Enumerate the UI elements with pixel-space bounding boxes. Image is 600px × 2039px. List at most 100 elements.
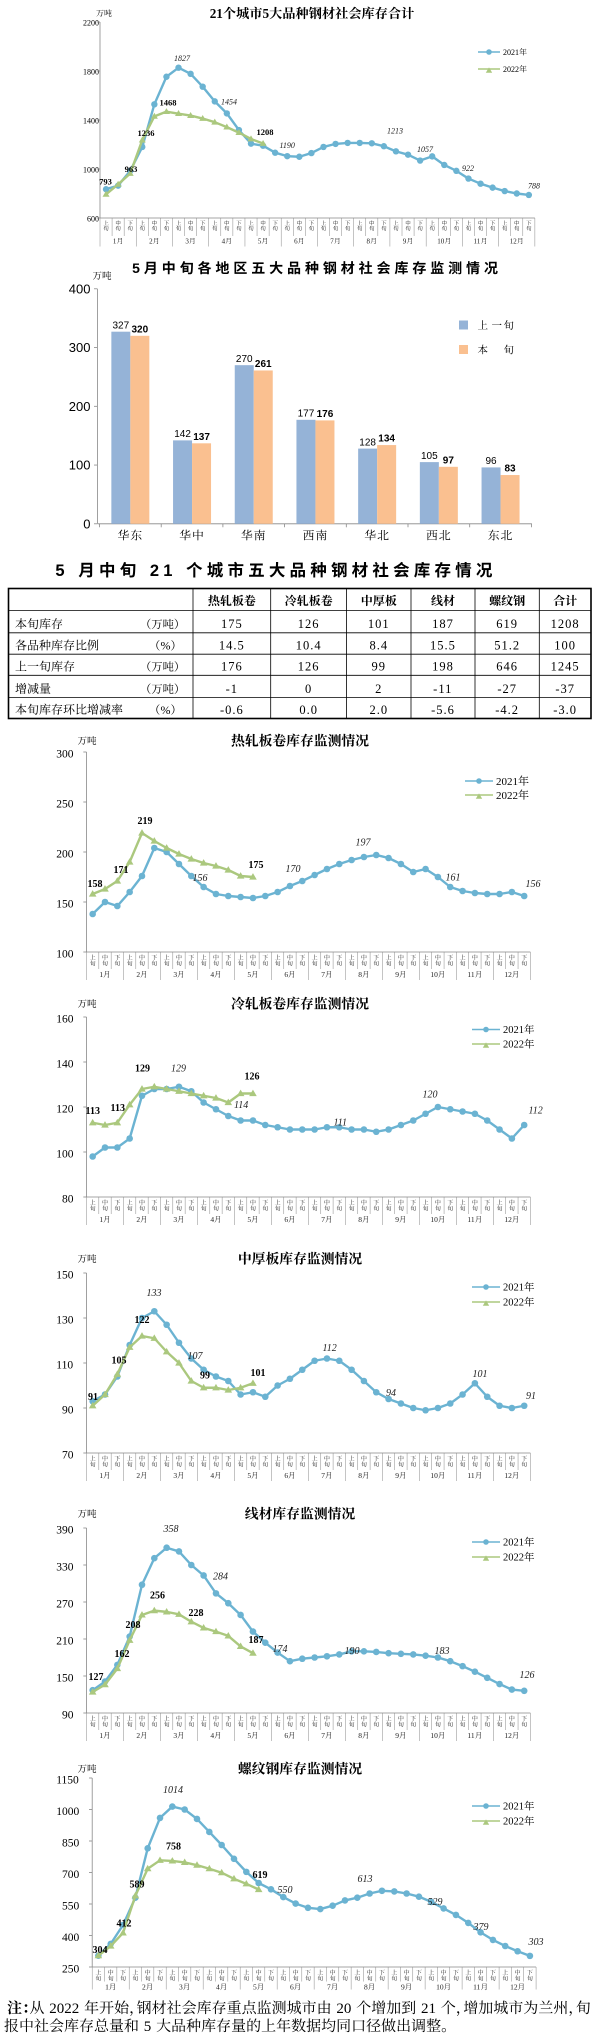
svg-text:550: 550 — [278, 1885, 293, 1896]
svg-text:1827: 1827 — [174, 54, 191, 63]
svg-text:-4.2: -4.2 — [495, 703, 519, 717]
svg-text:142: 142 — [174, 429, 191, 440]
svg-text:0.0: 0.0 — [299, 703, 318, 717]
svg-text:250: 250 — [62, 1964, 79, 1976]
svg-text:284: 284 — [213, 1572, 228, 1583]
svg-text:156: 156 — [526, 879, 541, 890]
svg-text:101: 101 — [251, 1368, 266, 1379]
svg-text:101: 101 — [368, 617, 390, 631]
svg-text:2022: 2022 — [503, 1553, 524, 1564]
svg-text:128: 128 — [359, 437, 376, 448]
svg-text:304: 304 — [93, 1945, 108, 1956]
svg-text:7: 7 — [321, 1731, 325, 1740]
svg-text:2: 2 — [149, 238, 153, 246]
svg-text:113: 113 — [86, 1106, 100, 1117]
svg-text:412: 412 — [117, 1919, 132, 1930]
svg-text:9: 9 — [395, 1471, 399, 1480]
svg-text:9: 9 — [403, 238, 407, 246]
svg-text:330: 330 — [56, 1562, 74, 1574]
svg-text:100: 100 — [69, 458, 91, 473]
svg-text:100: 100 — [56, 949, 74, 961]
svg-text:107: 107 — [188, 1351, 204, 1362]
svg-text:70: 70 — [62, 1450, 74, 1462]
svg-text:5: 5 — [144, 2019, 152, 2034]
svg-text:9: 9 — [401, 1983, 405, 1992]
svg-text:2: 2 — [136, 1731, 140, 1740]
svg-text:120: 120 — [56, 1104, 74, 1116]
svg-text:6: 6 — [284, 1731, 288, 1740]
svg-text:-3.0: -3.0 — [553, 703, 577, 717]
svg-text:150: 150 — [56, 1673, 74, 1685]
svg-text:1213: 1213 — [387, 127, 403, 136]
svg-text:2022: 2022 — [503, 1040, 524, 1051]
svg-text:12: 12 — [504, 1731, 512, 1740]
svg-text:8: 8 — [367, 238, 371, 246]
svg-text:176: 176 — [221, 660, 243, 674]
svg-text:4: 4 — [216, 1983, 220, 1992]
svg-text:80: 80 — [62, 1194, 74, 1206]
svg-text:1468: 1468 — [160, 98, 177, 108]
svg-text:3: 3 — [173, 1215, 177, 1224]
svg-text:126: 126 — [520, 1670, 535, 1681]
svg-text:2.0: 2.0 — [369, 703, 388, 717]
svg-text:10: 10 — [430, 1215, 438, 1224]
svg-text:200: 200 — [69, 399, 91, 414]
svg-text:176: 176 — [317, 409, 334, 420]
svg-text:9: 9 — [395, 970, 399, 979]
svg-text:8: 8 — [364, 1983, 368, 1992]
svg-text:-11: -11 — [433, 682, 452, 696]
svg-text:2200: 2200 — [83, 18, 99, 27]
svg-text:2021: 2021 — [503, 1283, 524, 1294]
svg-text:6: 6 — [284, 1215, 288, 1224]
svg-text:197: 197 — [356, 838, 372, 849]
svg-text:174: 174 — [273, 1644, 288, 1655]
svg-text:120: 120 — [423, 1090, 438, 1101]
svg-text:126: 126 — [245, 1072, 260, 1083]
svg-text:303: 303 — [528, 1937, 544, 1948]
svg-text:228: 228 — [189, 1608, 204, 1619]
svg-text:187: 187 — [249, 1635, 264, 1646]
svg-text:110: 110 — [56, 1360, 73, 1372]
svg-text:6: 6 — [284, 970, 288, 979]
svg-text:101: 101 — [473, 1369, 488, 1380]
svg-text:2022: 2022 — [503, 1817, 524, 1828]
svg-text:10: 10 — [436, 1983, 444, 1992]
svg-text:4: 4 — [210, 970, 214, 979]
svg-text:8: 8 — [358, 1731, 362, 1740]
svg-text:-0.6: -0.6 — [220, 703, 244, 717]
svg-text:130: 130 — [56, 1315, 74, 1327]
svg-text:210: 210 — [56, 1636, 74, 1648]
svg-text:10.4: 10.4 — [296, 639, 322, 653]
svg-text:160: 160 — [56, 1014, 74, 1026]
svg-text:2: 2 — [136, 1215, 140, 1224]
svg-text:51.2: 51.2 — [494, 639, 520, 653]
svg-text:8: 8 — [358, 970, 362, 979]
svg-text:91: 91 — [526, 1391, 536, 1402]
svg-text:8: 8 — [358, 1215, 362, 1224]
svg-text:400: 400 — [62, 1932, 79, 1944]
svg-text:300: 300 — [56, 749, 74, 761]
svg-text:1057: 1057 — [417, 145, 434, 154]
svg-text:1: 1 — [105, 1983, 109, 1992]
svg-text:-27: -27 — [497, 682, 517, 696]
svg-text:5: 5 — [55, 562, 68, 580]
svg-text:2021: 2021 — [503, 48, 519, 57]
svg-text:126: 126 — [298, 660, 320, 674]
svg-text:129: 129 — [135, 1064, 150, 1075]
svg-text:11: 11 — [467, 1731, 474, 1740]
svg-text:2: 2 — [142, 1983, 146, 1992]
svg-text:1150: 1150 — [56, 1775, 79, 1787]
svg-text:1: 1 — [99, 970, 103, 979]
svg-text:140: 140 — [56, 1059, 74, 1071]
svg-text:5: 5 — [247, 1731, 251, 1740]
svg-text:529: 529 — [428, 1897, 443, 1908]
svg-text:922: 922 — [462, 164, 474, 173]
svg-text:6: 6 — [294, 238, 298, 246]
svg-text:156: 156 — [193, 873, 208, 884]
svg-text:90: 90 — [62, 1710, 74, 1722]
svg-text:1800: 1800 — [83, 67, 99, 76]
svg-text:5: 5 — [247, 1471, 251, 1480]
svg-text:9: 9 — [395, 1215, 399, 1224]
svg-text:1400: 1400 — [83, 116, 99, 125]
svg-text:96: 96 — [485, 456, 497, 467]
